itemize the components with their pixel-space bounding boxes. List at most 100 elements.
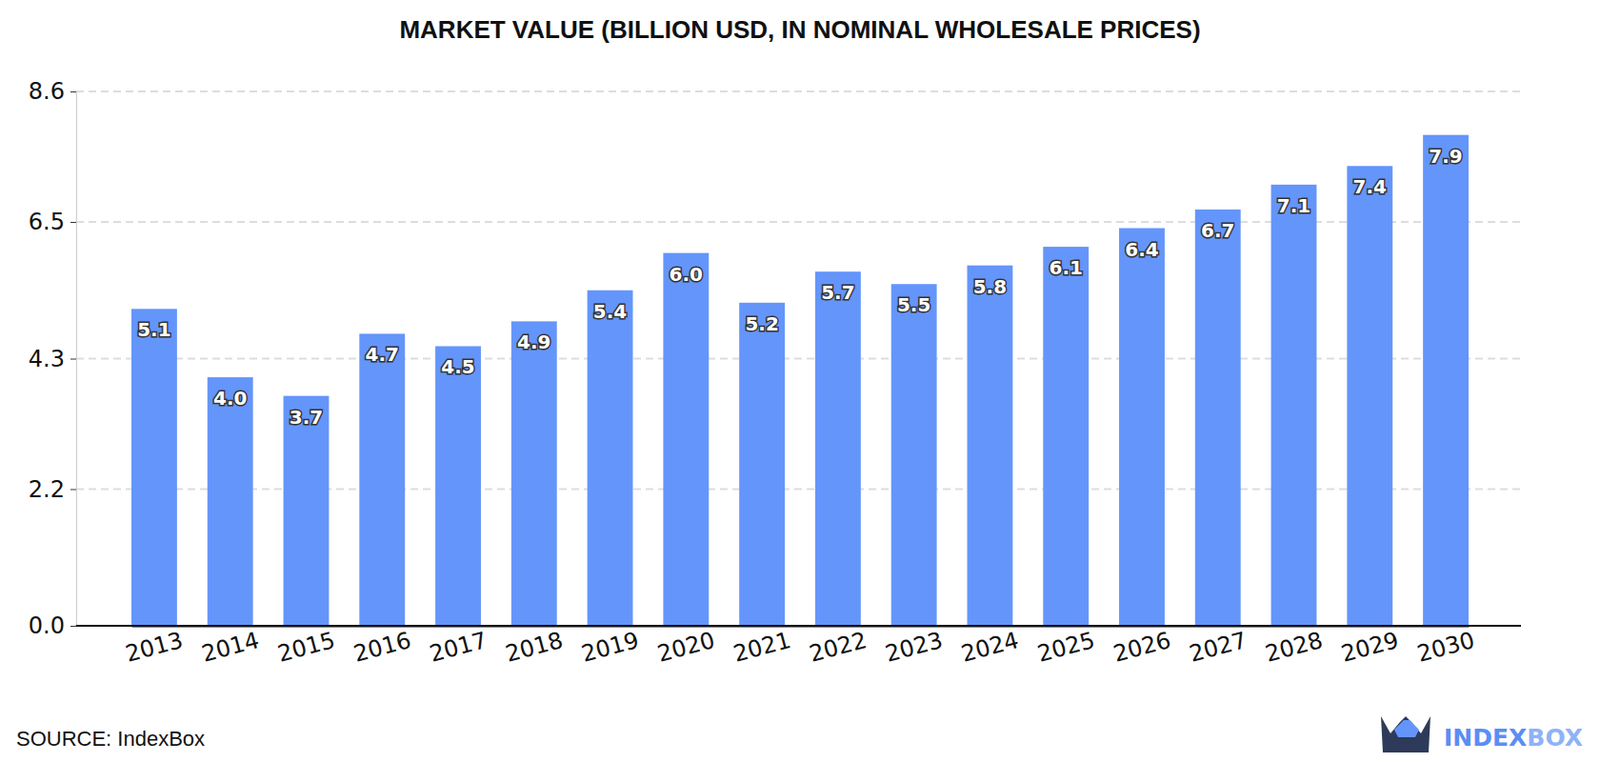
x-tick: 2022 <box>806 625 870 668</box>
y-tick: 6.5 <box>28 208 77 236</box>
bar <box>1271 184 1318 626</box>
x-tick-label: 2028 <box>1262 626 1326 668</box>
x-tick-label: 2023 <box>882 626 946 668</box>
x-tick: 2018 <box>502 625 566 668</box>
x-tick: 2013 <box>122 625 186 668</box>
bar <box>359 333 405 626</box>
y-tick-mark <box>70 91 77 93</box>
bar <box>283 396 330 626</box>
x-tick-label: 2013 <box>122 626 186 668</box>
bar <box>587 290 634 626</box>
bar <box>1119 228 1165 626</box>
x-tick-label: 2029 <box>1338 626 1401 668</box>
data-label: 5.5 <box>897 293 931 317</box>
logo-text-part: BOX <box>1526 723 1583 752</box>
data-label: 7.4 <box>1353 175 1387 199</box>
x-tick: 2015 <box>274 625 338 668</box>
title: MARKET VALUE (BILLION USD, IN NOMINAL WH… <box>399 15 1200 44</box>
y-tick-label: 6.5 <box>28 208 65 236</box>
data-label: 4.9 <box>517 330 551 354</box>
x-tick-label: 2014 <box>199 626 262 668</box>
grid-line <box>76 90 1521 93</box>
x-tick-label: 2025 <box>1034 626 1098 668</box>
x-tick-label: 2027 <box>1186 626 1250 668</box>
x-tick: 2025 <box>1034 625 1098 668</box>
y-tick: 8.6 <box>28 78 77 105</box>
bar <box>891 283 938 626</box>
logo-text: INDEXBOX <box>1443 723 1583 752</box>
y-tick-label: 4.3 <box>28 345 65 373</box>
x-tick-label: 2020 <box>654 626 718 668</box>
x-tick-label: 2015 <box>274 626 338 668</box>
x-axis: 2013201420152016201720182019202020212022… <box>122 625 1478 668</box>
source: SOURCE: IndexBox <box>16 726 205 751</box>
data-label: 6.4 <box>1124 238 1159 261</box>
x-tick-label: 2022 <box>806 626 870 668</box>
y-tick-mark <box>70 488 77 490</box>
logo-icon <box>1380 716 1431 753</box>
x-tick-label: 2024 <box>958 626 1021 668</box>
chart: MARKET VALUE (BILLION USD, IN NOMINAL WH… <box>0 0 1600 762</box>
x-tick: 2017 <box>426 625 490 668</box>
x-tick-label: 2018 <box>502 626 566 668</box>
x-tick: 2023 <box>882 625 946 668</box>
data-label: 6.1 <box>1048 256 1082 280</box>
x-tick: 2024 <box>958 625 1021 668</box>
data-label: 5.7 <box>820 280 855 304</box>
y-tick-label: 8.6 <box>28 78 65 105</box>
data-label: 5.8 <box>973 275 1007 299</box>
bars <box>131 135 1469 626</box>
x-tick-label: 2026 <box>1110 626 1174 668</box>
x-tick: 2029 <box>1338 625 1401 668</box>
data-label: 6.7 <box>1200 219 1235 242</box>
bar <box>1042 246 1089 626</box>
y-tick-label: 2.2 <box>28 476 65 503</box>
bar <box>662 253 709 626</box>
bar <box>207 377 254 626</box>
data-label: 4.0 <box>213 386 247 410</box>
x-tick: 2026 <box>1110 625 1174 668</box>
y-tick: 0.0 <box>28 612 77 640</box>
data-label: 6.0 <box>669 262 703 286</box>
bar <box>1422 135 1469 626</box>
baseline <box>76 624 1521 627</box>
logo-icon-accent <box>1394 720 1420 738</box>
y-tick: 2.2 <box>28 476 77 503</box>
bar <box>1195 209 1241 626</box>
bar <box>815 271 861 626</box>
x-tick: 2014 <box>199 625 262 668</box>
bar <box>435 345 481 626</box>
x-tick: 2019 <box>579 625 642 668</box>
y-tick: 4.3 <box>28 345 77 373</box>
y-tick-mark <box>70 221 77 223</box>
y-tick-mark <box>70 359 77 360</box>
y-axis-line <box>70 92 78 627</box>
bar <box>967 265 1014 626</box>
x-tick-label: 2017 <box>426 626 490 668</box>
data-label: 5.4 <box>593 300 627 323</box>
x-tick: 2028 <box>1262 625 1326 668</box>
grid <box>76 91 1521 626</box>
logo-text-part: INDEX <box>1443 723 1527 752</box>
x-tick: 2027 <box>1186 625 1250 668</box>
logo: INDEXBOX <box>1380 716 1583 753</box>
x-tick: 2016 <box>350 625 414 668</box>
data-labels: 5.14.03.74.74.54.95.46.05.25.75.55.86.16… <box>137 144 1463 429</box>
data-label: 4.5 <box>440 355 475 379</box>
data-label: 7.1 <box>1277 194 1311 218</box>
x-tick-label: 2030 <box>1414 626 1478 668</box>
data-label: 7.9 <box>1428 144 1462 168</box>
bar <box>1346 165 1393 626</box>
x-tick-label: 2019 <box>579 626 642 668</box>
bar <box>511 320 558 626</box>
y-axis: 0.0 2.2 4.3 6.5 8.6 <box>28 78 78 640</box>
data-label: 5.1 <box>137 318 171 341</box>
grid-line <box>76 624 1521 627</box>
x-tick: 2020 <box>654 625 718 668</box>
data-label: 3.7 <box>289 405 323 429</box>
y-tick-mark <box>70 625 77 627</box>
bar <box>739 302 785 626</box>
x-tick-label: 2016 <box>350 626 414 668</box>
y-tick-label: 0.0 <box>28 612 65 640</box>
data-label: 5.2 <box>744 312 779 336</box>
